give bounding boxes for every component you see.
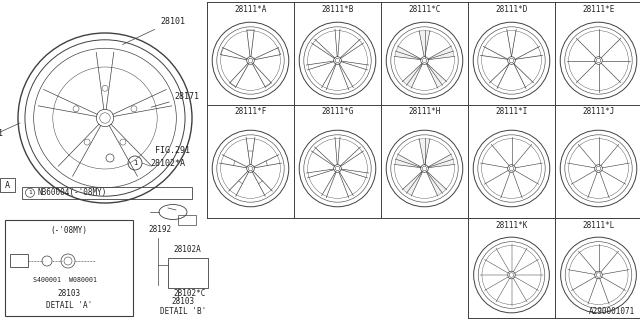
Text: A: A xyxy=(5,180,10,189)
Polygon shape xyxy=(403,60,424,88)
Text: 28111*B: 28111*B xyxy=(321,4,354,13)
Text: 28111*C: 28111*C xyxy=(408,4,441,13)
Text: 28171: 28171 xyxy=(151,92,200,107)
Polygon shape xyxy=(424,60,447,88)
Bar xyxy=(22,187,192,199)
Text: 1: 1 xyxy=(132,160,137,166)
Text: 28192: 28192 xyxy=(148,226,171,235)
Text: 1: 1 xyxy=(28,190,32,195)
Polygon shape xyxy=(424,154,455,169)
Bar xyxy=(168,258,208,288)
Text: 28103: 28103 xyxy=(172,298,195,307)
Text: DETAIL 'A': DETAIL 'A' xyxy=(46,301,92,310)
Bar xyxy=(0,178,15,192)
Text: S400001  W080001: S400001 W080001 xyxy=(33,277,97,283)
Text: 28102*A: 28102*A xyxy=(150,159,185,168)
Polygon shape xyxy=(403,169,424,196)
Text: 28111*J: 28111*J xyxy=(582,108,614,116)
Text: 28101: 28101 xyxy=(0,129,3,138)
Polygon shape xyxy=(394,46,424,60)
Text: (-'08MY): (-'08MY) xyxy=(51,226,88,235)
Text: FIG.291: FIG.291 xyxy=(155,146,190,155)
Text: 28111*E: 28111*E xyxy=(582,4,614,13)
Text: 28111*K: 28111*K xyxy=(495,220,528,229)
Text: 28102A: 28102A xyxy=(173,245,201,254)
Text: A290001071: A290001071 xyxy=(589,307,635,316)
Text: 28102*C: 28102*C xyxy=(173,289,205,298)
Text: NB60004(-'08MY): NB60004(-'08MY) xyxy=(38,188,108,197)
Bar xyxy=(178,215,196,225)
Text: 28111*F: 28111*F xyxy=(234,108,267,116)
Text: 28111*L: 28111*L xyxy=(582,220,614,229)
Text: 28111*H: 28111*H xyxy=(408,108,441,116)
Bar xyxy=(5,220,133,316)
Bar xyxy=(10,254,28,267)
Text: 28101: 28101 xyxy=(122,17,185,44)
Polygon shape xyxy=(394,154,424,169)
Polygon shape xyxy=(424,46,455,60)
Text: DETAIL 'B': DETAIL 'B' xyxy=(160,308,206,316)
Text: 28111*G: 28111*G xyxy=(321,108,354,116)
Text: 28111*I: 28111*I xyxy=(495,108,528,116)
Polygon shape xyxy=(424,169,447,196)
Text: 28111*D: 28111*D xyxy=(495,4,528,13)
Polygon shape xyxy=(419,138,430,169)
Text: 28103: 28103 xyxy=(58,290,81,299)
Text: 28111*A: 28111*A xyxy=(234,4,267,13)
Polygon shape xyxy=(419,30,430,60)
